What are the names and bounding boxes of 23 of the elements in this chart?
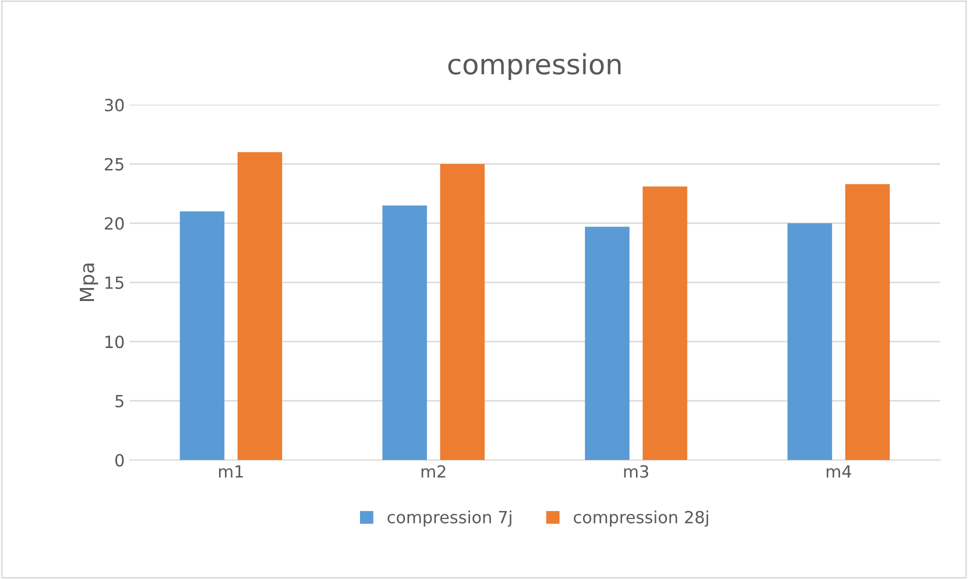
x-tick-label: m2	[422, 465, 446, 478]
y-tick-label: 0	[115, 454, 124, 467]
y-tick-label: 5	[116, 394, 124, 408]
bar	[845, 184, 890, 460]
bar	[238, 152, 282, 460]
y-axis-title: Mpa	[80, 264, 98, 302]
legend-label: compression 7j	[388, 510, 512, 527]
bar	[382, 205, 427, 460]
y-tick-label: 30	[104, 98, 124, 112]
x-tick-label: m3	[624, 465, 648, 478]
bar	[440, 164, 485, 460]
bar	[180, 211, 224, 460]
legend-label: compression 28j	[574, 510, 708, 527]
x-tick-label: m1	[219, 465, 243, 478]
y-tick-label: 10	[105, 336, 124, 348]
x-tick-label: m4	[826, 465, 852, 478]
bar	[788, 223, 832, 460]
bar	[642, 186, 688, 460]
y-tick-label: 20	[104, 217, 124, 230]
chart-title: compression	[448, 53, 621, 80]
bar	[584, 226, 630, 460]
y-tick-label: 15	[105, 276, 124, 289]
y-tick-label: 25	[104, 158, 124, 171]
